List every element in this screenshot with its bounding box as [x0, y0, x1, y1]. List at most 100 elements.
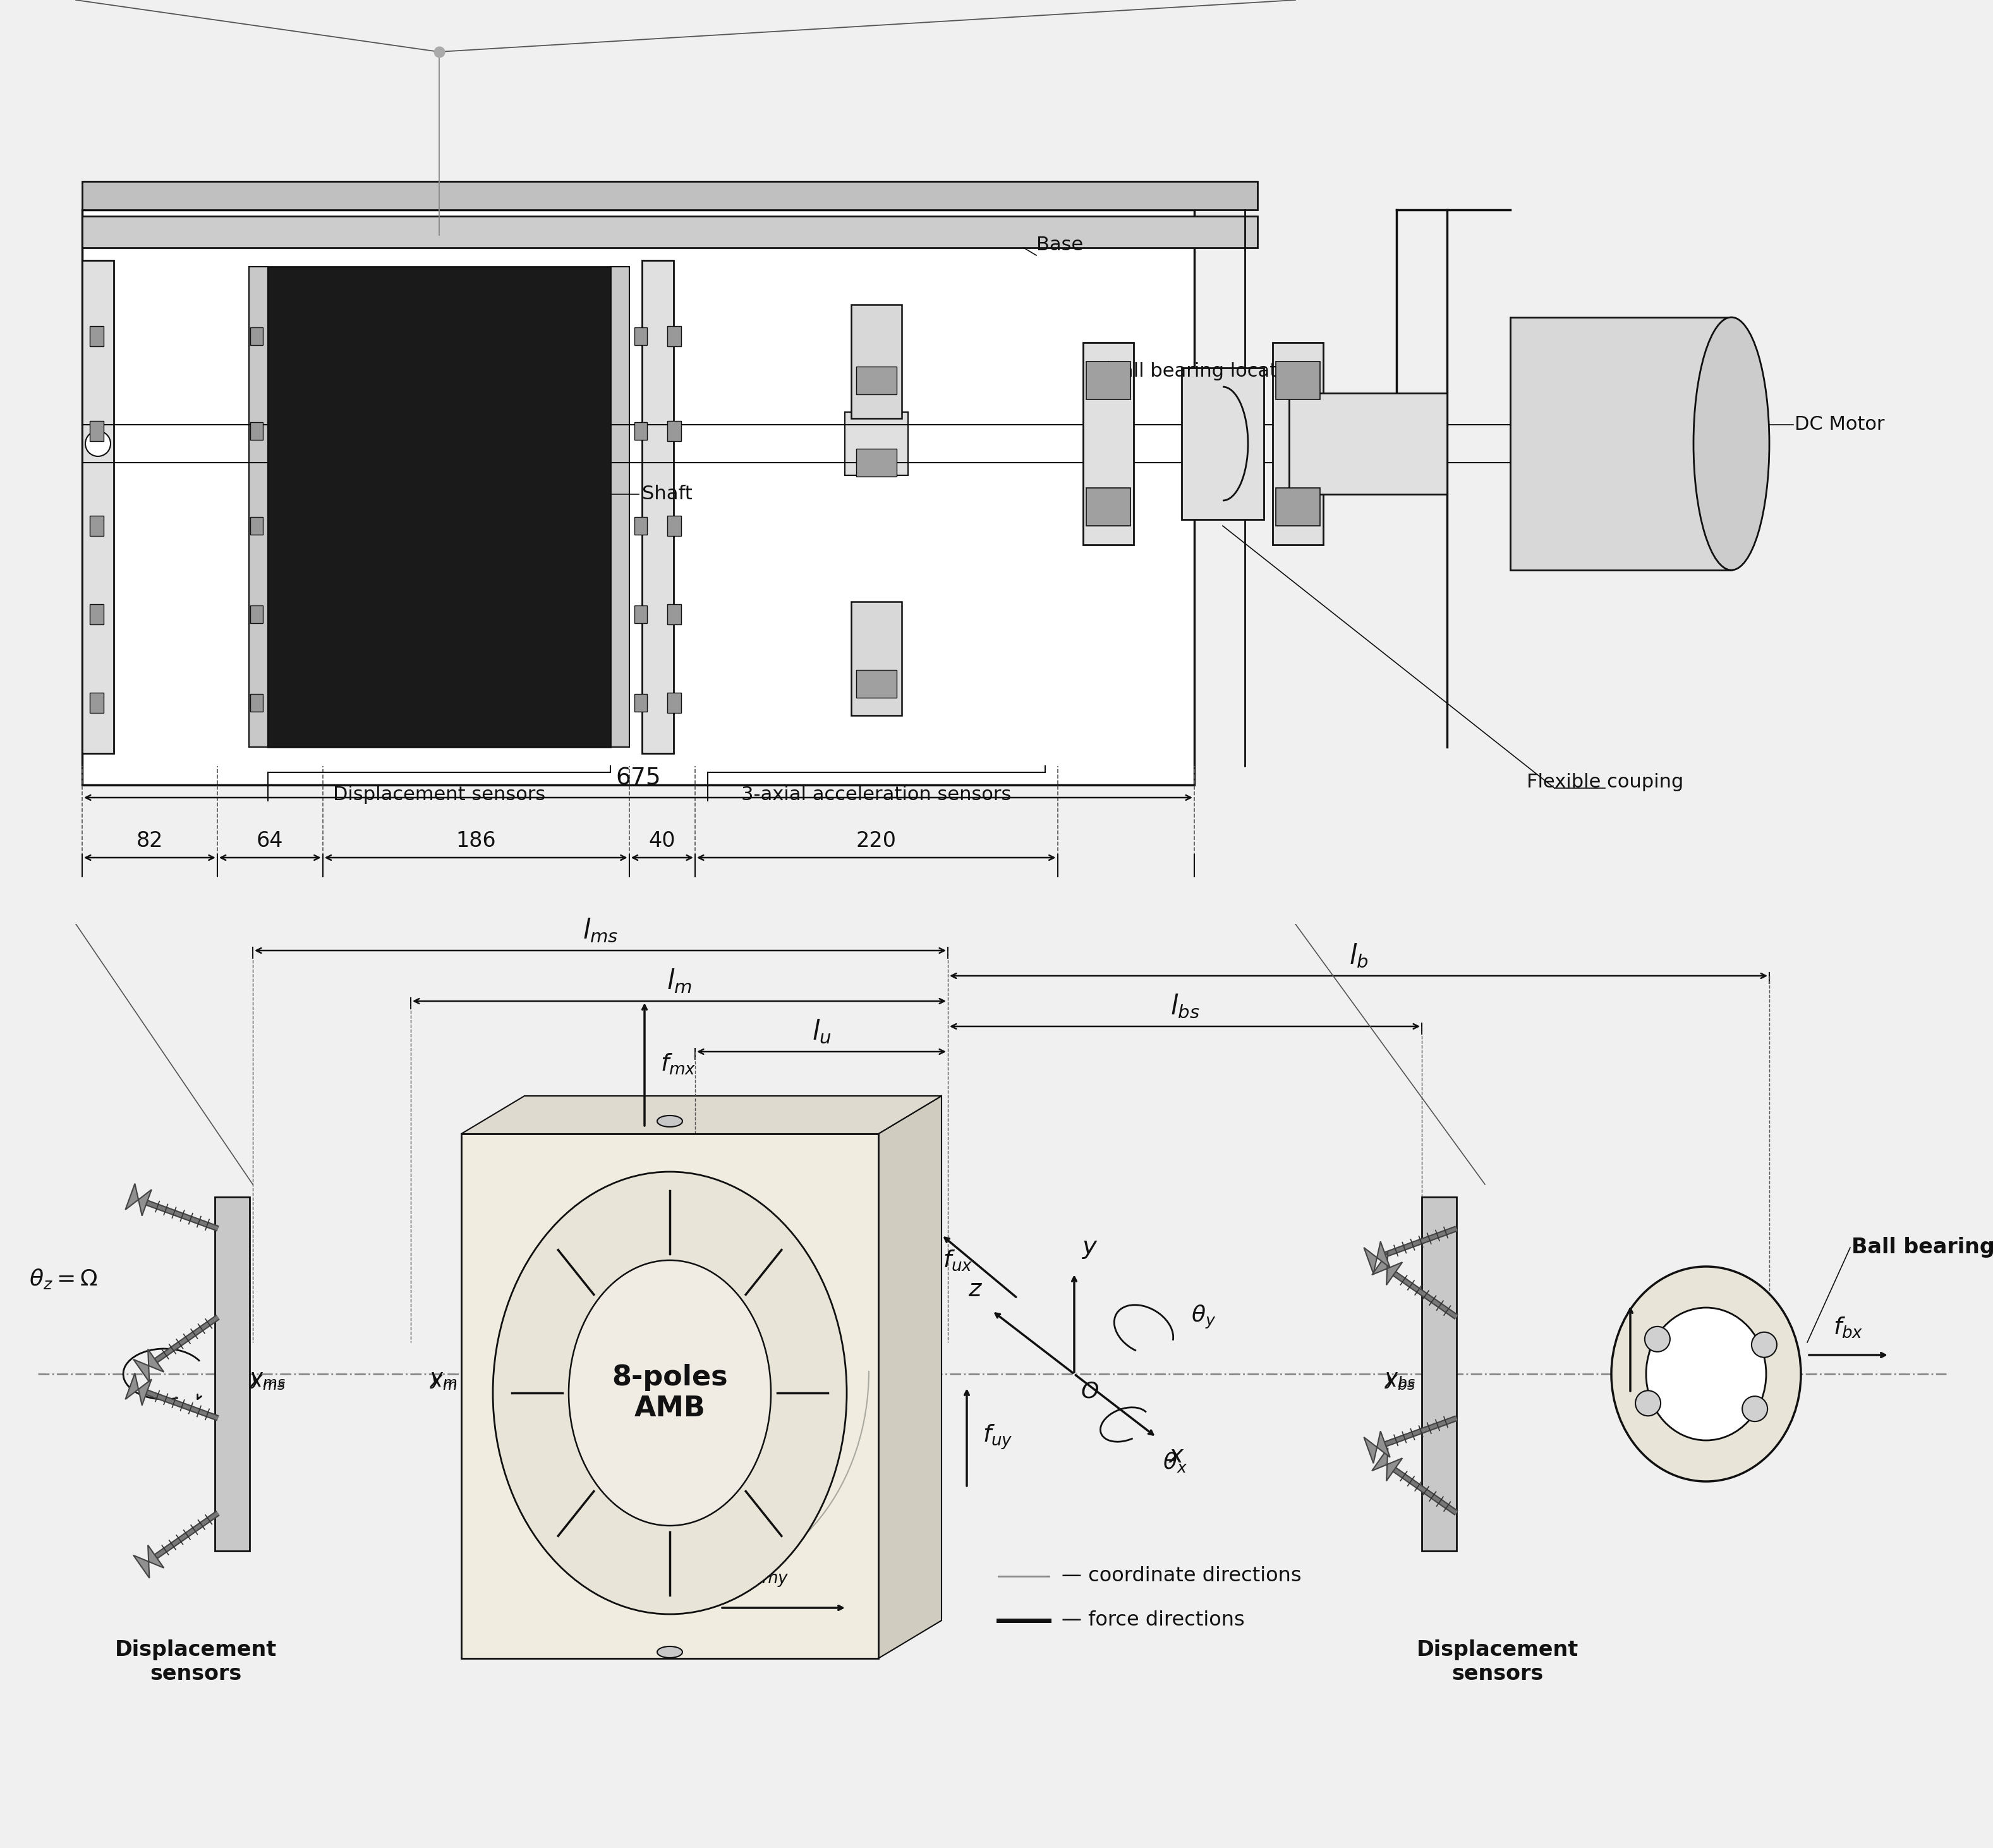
Text: $f_{my}$: $f_{my}$	[753, 1560, 789, 1589]
Polygon shape	[879, 1096, 941, 1658]
Text: 40: 40	[648, 830, 676, 852]
Text: $\theta_z= \Omega$: $\theta_z= \Omega$	[28, 1268, 98, 1292]
Bar	[1511, 318, 1732, 569]
Text: $l_{u}$: $l_{u}$	[811, 1018, 831, 1046]
Bar	[90, 421, 104, 442]
Bar	[634, 421, 648, 440]
Bar	[249, 606, 263, 623]
Text: — coordinate directions: — coordinate directions	[1062, 1567, 1301, 1586]
Circle shape	[1644, 1327, 1670, 1351]
Bar	[217, 253, 662, 767]
Text: Displacement
sensors: Displacement sensors	[116, 1639, 277, 1684]
Bar	[215, 1198, 249, 1550]
Bar	[1289, 394, 1447, 493]
Bar	[857, 366, 897, 394]
Bar	[668, 516, 682, 536]
Text: $y_b$: $y_b$	[1664, 1369, 1688, 1390]
Text: $y_{bs}$: $y_{bs}$	[1385, 1369, 1415, 1390]
Text: $l_{b}$: $l_{b}$	[1349, 942, 1369, 970]
Text: $z$: $z$	[969, 1277, 983, 1301]
Text: 8-poles
AMB: 8-poles AMB	[612, 1364, 727, 1423]
Bar	[634, 517, 648, 534]
Text: $O$: $O$	[1080, 1380, 1098, 1403]
Polygon shape	[1363, 1242, 1389, 1273]
Text: $y_m$: $y_m$	[430, 1369, 456, 1390]
Text: $y_{ms}$: $y_{ms}$	[249, 1369, 285, 1390]
Text: 186: 186	[456, 830, 496, 852]
Text: 8-poles AMB
Actuator: 8-poles AMB Actuator	[299, 323, 419, 362]
Polygon shape	[134, 1545, 163, 1578]
Text: $x_b$: $x_b$	[1664, 1371, 1688, 1392]
Text: $f_{ux}$: $f_{ux}$	[943, 1249, 973, 1271]
Bar	[82, 181, 1258, 211]
Bar	[1086, 362, 1130, 399]
Text: 220: 220	[857, 830, 897, 852]
Text: Displacement sensors: Displacement sensors	[333, 785, 546, 804]
Bar	[851, 305, 901, 418]
Text: DC Motor: DC Motor	[1794, 416, 1885, 434]
Bar	[1082, 342, 1134, 545]
Bar	[668, 325, 682, 346]
Bar	[249, 517, 263, 534]
Bar	[90, 693, 104, 713]
Text: $f_{by}$: $f_{by}$	[1646, 1334, 1676, 1362]
Bar	[668, 421, 682, 442]
Circle shape	[1742, 1397, 1768, 1421]
Text: $x_{bs}$: $x_{bs}$	[1385, 1371, 1415, 1392]
Bar	[82, 211, 1194, 785]
Bar	[610, 266, 630, 747]
Bar	[1182, 368, 1264, 519]
Bar	[1086, 488, 1130, 527]
Circle shape	[1752, 1332, 1778, 1358]
Text: Displacement
sensors: Displacement sensors	[1417, 1639, 1578, 1684]
Ellipse shape	[1610, 1266, 1802, 1482]
Bar	[249, 695, 263, 711]
Ellipse shape	[1694, 318, 1770, 569]
Ellipse shape	[492, 1172, 847, 1613]
Bar	[267, 266, 610, 747]
Bar	[634, 606, 648, 623]
Bar	[249, 327, 263, 346]
Bar	[90, 604, 104, 625]
Polygon shape	[1371, 1253, 1403, 1284]
Text: — force directions: — force directions	[1062, 1611, 1246, 1630]
Text: $l_{m}$: $l_{m}$	[668, 967, 692, 994]
Text: 82: 82	[136, 830, 163, 852]
Text: $l_{ms}$: $l_{ms}$	[582, 917, 618, 944]
Ellipse shape	[568, 1260, 771, 1526]
Text: 675: 675	[616, 767, 662, 789]
Circle shape	[86, 431, 110, 456]
Bar	[1421, 1198, 1457, 1550]
Text: $\theta_y$: $\theta_y$	[1192, 1305, 1216, 1331]
Bar	[82, 216, 1258, 248]
Bar	[1276, 488, 1319, 527]
Bar	[249, 266, 267, 747]
Text: $f_{uy}$: $f_{uy}$	[983, 1423, 1012, 1451]
Text: Shaft: Shaft	[642, 484, 692, 503]
Text: $f_{mx}$: $f_{mx}$	[660, 1052, 696, 1076]
Text: $l_{bs}$: $l_{bs}$	[1170, 992, 1200, 1020]
Polygon shape	[126, 1373, 151, 1404]
Bar	[851, 602, 901, 715]
Bar	[82, 261, 114, 754]
Ellipse shape	[658, 1116, 682, 1127]
Ellipse shape	[658, 1647, 682, 1658]
Text: $x_{ms}$: $x_{ms}$	[249, 1371, 285, 1392]
Bar	[668, 604, 682, 625]
Bar	[1272, 342, 1323, 545]
Bar	[249, 421, 263, 440]
Text: 3-axial acceleration sensors: 3-axial acceleration sensors	[741, 785, 1010, 804]
Text: $x$: $x$	[1168, 1443, 1184, 1467]
Text: Flexible couping: Flexible couping	[1527, 772, 1684, 791]
Polygon shape	[126, 1183, 151, 1216]
Text: Ball bearing: Ball bearing	[1851, 1236, 1993, 1258]
Text: $f_{bx}$: $f_{bx}$	[1834, 1316, 1863, 1340]
Bar	[857, 449, 897, 477]
Bar	[634, 327, 648, 346]
Text: Base: Base	[1036, 237, 1084, 253]
Text: Ball bearing locations: Ball bearing locations	[1108, 362, 1315, 381]
Text: $x_m$: $x_m$	[430, 1371, 456, 1392]
Bar	[634, 695, 648, 711]
Bar	[857, 671, 897, 699]
Text: $\theta_x$: $\theta_x$	[1162, 1451, 1188, 1475]
